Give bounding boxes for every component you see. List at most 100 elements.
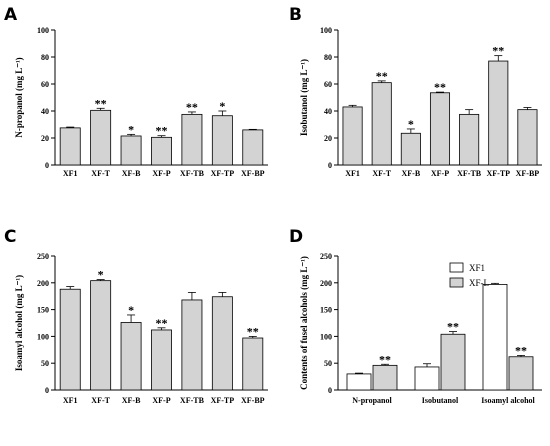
y-tick-label: 0 <box>45 386 49 395</box>
y-tick-label: 0 <box>328 386 332 395</box>
y-tick-label: 100 <box>320 332 332 341</box>
category-label: XF-B <box>122 396 141 405</box>
category-label: XF-T <box>91 169 110 178</box>
bar <box>120 135 142 166</box>
y-tick-label: 40 <box>324 107 332 116</box>
bar <box>440 333 466 391</box>
y-tick-label: 60 <box>324 80 332 89</box>
panel-label-a: A <box>4 5 18 25</box>
category-label: XF-BP <box>516 169 540 178</box>
bar <box>59 288 81 391</box>
category-label: XF-T <box>372 169 391 178</box>
significance-mark: * <box>219 99 225 113</box>
y-tick-label: 150 <box>320 306 332 315</box>
legend-swatch <box>449 262 464 273</box>
panel-label-b: B <box>289 5 302 25</box>
category-label: Isoamyl alcohol <box>481 396 535 405</box>
y-tick-label: 250 <box>320 252 332 261</box>
bar <box>400 132 421 166</box>
bar <box>488 60 509 166</box>
y-tick-label: 200 <box>37 279 49 288</box>
bar <box>346 373 372 391</box>
y-tick-label: 50 <box>41 359 49 368</box>
category-label: XF1 <box>63 396 78 405</box>
category-label: XF-B <box>402 169 421 178</box>
significance-mark: * <box>128 303 134 317</box>
y-tick-label: 80 <box>41 53 49 62</box>
significance-mark: ** <box>492 44 504 58</box>
category-label: XF-TP <box>211 396 235 405</box>
significance-mark: ** <box>434 80 446 94</box>
panel-label-d: D <box>289 227 303 247</box>
bar <box>414 366 440 391</box>
panel-b: 0 20 40 60 80 100 Isobutanol (mg L⁻¹) XF1 ** XF-T… <box>299 26 542 178</box>
panel-c: 0 50 100 150 200 250 Isoamyl alcohol (mg L⁻¹) X… <box>14 252 268 405</box>
bar <box>459 113 480 166</box>
bar <box>371 82 392 166</box>
bar <box>181 113 203 166</box>
category-label: XF-TB <box>457 169 482 178</box>
category-label: XF-T <box>91 396 110 405</box>
y-axis-title: Isobutanol (mg L⁻¹) <box>299 59 309 136</box>
y-tick-label: 250 <box>37 252 49 261</box>
y-tick-label: 20 <box>324 134 332 143</box>
significance-mark: * <box>128 122 134 136</box>
legend-label: XF1 <box>469 263 485 273</box>
bar <box>242 337 264 391</box>
y-tick-label: 80 <box>324 53 332 62</box>
bar <box>508 356 534 391</box>
bar <box>429 92 451 166</box>
significance-mark: ** <box>95 96 107 110</box>
bar <box>151 329 172 391</box>
bar <box>90 280 112 391</box>
bar <box>120 322 142 391</box>
legend-label: XF-L <box>469 278 489 288</box>
panel-d: 0 50 100 150 200 250 Contents of fusel alcohol… <box>299 252 542 405</box>
significance-mark: ** <box>156 316 168 330</box>
category-label: XF-B <box>122 169 141 178</box>
y-tick-label: 100 <box>37 26 49 35</box>
category-label: XF-BP <box>241 396 265 405</box>
category-label: XF-P <box>152 396 170 405</box>
y-tick-label: 0 <box>45 161 49 170</box>
bar <box>59 127 81 166</box>
category-label: XF-BP <box>241 169 265 178</box>
y-tick-label: 20 <box>41 134 49 143</box>
category-label: XF-TP <box>487 169 511 178</box>
significance-mark: ** <box>515 343 527 357</box>
bar <box>211 115 233 166</box>
category-label: XF-TB <box>180 396 205 405</box>
category-label: XF-TP <box>211 169 235 178</box>
panel-label-c: C <box>4 227 16 247</box>
category-label: XF-P <box>431 169 449 178</box>
bar <box>181 299 203 391</box>
y-tick-label: 50 <box>324 359 332 368</box>
category-label: N-propanol <box>352 396 392 405</box>
significance-mark: * <box>408 117 414 131</box>
significance-mark: ** <box>156 124 168 138</box>
bar <box>517 109 538 166</box>
y-tick-label: 150 <box>37 306 49 315</box>
category-label: XF1 <box>63 169 78 178</box>
y-axis-title: Contents of fusel alcohols (mg L⁻¹) <box>299 256 309 390</box>
legend-swatch <box>449 277 464 288</box>
bar <box>342 106 363 166</box>
significance-mark: * <box>98 268 104 282</box>
y-tick-label: 40 <box>41 107 49 116</box>
significance-mark: ** <box>447 320 459 334</box>
y-tick-label: 0 <box>328 161 332 170</box>
significance-mark: ** <box>376 69 388 83</box>
bar <box>372 364 398 391</box>
category-label: Isobutanol <box>422 396 459 405</box>
category-label: XF1 <box>345 169 360 178</box>
bar <box>211 296 233 391</box>
bar <box>90 109 112 166</box>
y-tick-label: 100 <box>37 332 49 341</box>
significance-mark: ** <box>186 100 198 114</box>
bar <box>242 129 264 166</box>
y-tick-label: 200 <box>320 279 332 288</box>
significance-mark: ** <box>379 352 391 366</box>
